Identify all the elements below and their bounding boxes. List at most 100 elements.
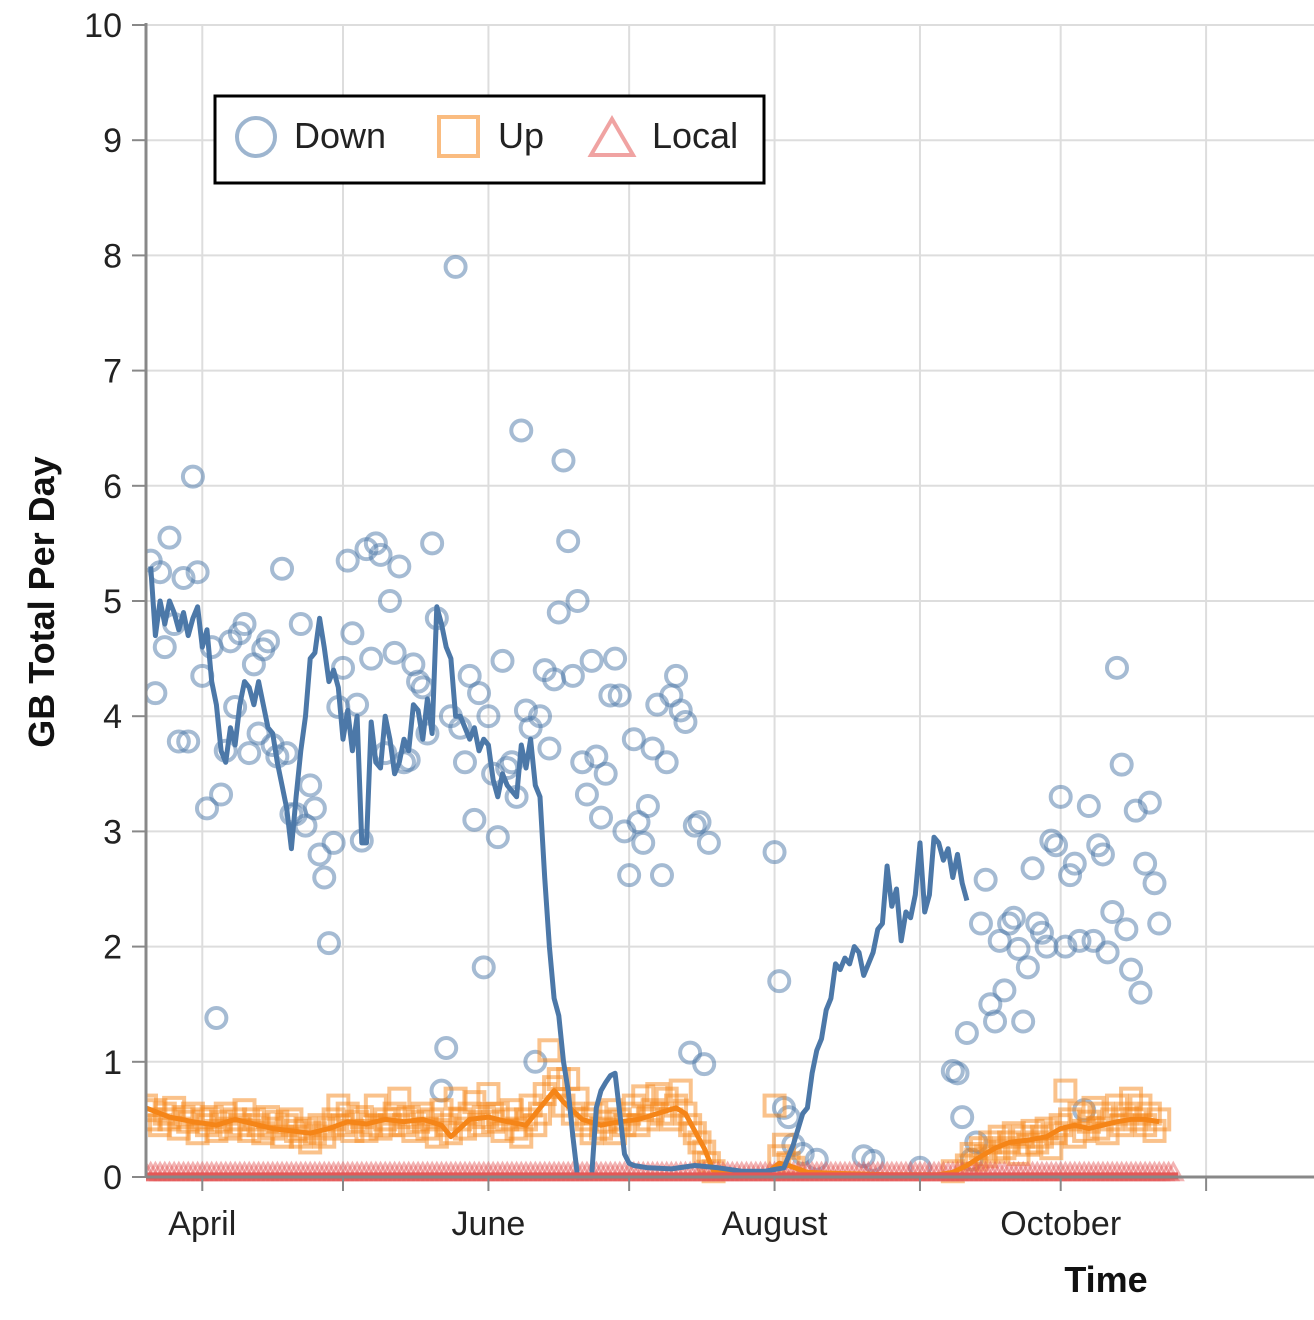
local-point <box>307 1160 332 1182</box>
local-point <box>364 1160 388 1182</box>
local-point <box>556 1160 580 1182</box>
local-point <box>486 1160 510 1182</box>
local-point <box>1030 1160 1054 1182</box>
down-point <box>1067 928 1092 953</box>
up-point <box>1053 1078 1078 1103</box>
down-point <box>804 1147 829 1172</box>
local-point <box>279 1160 303 1182</box>
local-point <box>1124 1160 1148 1182</box>
local-point <box>171 1160 196 1182</box>
down-point <box>1048 784 1073 809</box>
down-point <box>537 736 562 761</box>
local-point <box>626 1160 651 1182</box>
down-point <box>973 867 998 892</box>
local-point <box>542 1160 566 1182</box>
down-point <box>767 969 792 994</box>
down-point <box>204 1006 229 1031</box>
down-point <box>678 1040 703 1065</box>
local-point <box>284 1160 308 1182</box>
local-point <box>988 1160 1012 1182</box>
down-point <box>1006 936 1031 961</box>
local-point <box>1100 1160 1124 1182</box>
local-point <box>146 1160 167 1182</box>
down-point <box>1058 863 1083 888</box>
down-point <box>1081 928 1106 953</box>
local-point <box>612 1160 637 1182</box>
down-point <box>316 931 341 956</box>
down-point <box>157 525 182 550</box>
down-point <box>1114 917 1139 942</box>
down-point <box>485 825 510 850</box>
local-point <box>359 1160 383 1182</box>
local-point <box>866 1160 890 1182</box>
local-point <box>368 1160 393 1182</box>
local-point <box>664 1160 688 1182</box>
local-point <box>889 1160 913 1182</box>
y-tick-label: 1 <box>103 1044 122 1082</box>
plot-area <box>146 254 1185 1184</box>
local-point <box>162 1160 186 1182</box>
local-point <box>884 1160 909 1182</box>
local-point <box>434 1160 458 1182</box>
down-point <box>1142 871 1167 896</box>
local-point <box>354 1160 379 1182</box>
local-point <box>415 1160 440 1182</box>
local-point <box>500 1160 524 1182</box>
down-point <box>340 621 365 646</box>
down-point <box>664 663 689 688</box>
down-point <box>992 978 1017 1003</box>
local-point <box>861 1160 885 1182</box>
local-point <box>397 1160 421 1182</box>
local-point <box>411 1160 435 1182</box>
local-point <box>509 1160 533 1182</box>
local-point <box>345 1160 369 1182</box>
local-point <box>429 1160 454 1182</box>
local-point <box>378 1160 402 1182</box>
down-point <box>1109 752 1134 777</box>
down-point <box>1062 851 1087 876</box>
down-point <box>288 612 313 637</box>
up-point <box>940 1159 965 1184</box>
x-tick-label: April <box>168 1205 236 1243</box>
down-point <box>434 1035 459 1060</box>
local-point <box>1157 1160 1181 1182</box>
local-point <box>655 1160 679 1182</box>
local-point <box>1058 1160 1082 1182</box>
local-point <box>1016 1160 1040 1182</box>
down-point <box>631 830 656 855</box>
down-point <box>476 704 501 729</box>
down-point <box>570 750 595 775</box>
local-point <box>270 1160 294 1182</box>
down-point <box>589 805 614 830</box>
local-point <box>1119 1160 1143 1182</box>
down-point <box>574 782 599 807</box>
local-point <box>913 1160 937 1182</box>
down-point <box>1128 980 1153 1005</box>
x-tick-label: June <box>452 1205 526 1243</box>
local-point <box>1039 1160 1063 1182</box>
down-point <box>1029 920 1054 945</box>
local-point <box>1091 1160 1115 1182</box>
local-point <box>289 1160 313 1182</box>
local-point <box>303 1160 327 1182</box>
local-point <box>533 1160 557 1182</box>
local-point <box>157 1160 182 1182</box>
down-point <box>692 1052 717 1077</box>
up-point <box>762 1093 787 1118</box>
down-point <box>1119 957 1144 982</box>
local-point <box>608 1160 632 1182</box>
down-point <box>603 646 628 671</box>
local-point <box>650 1160 674 1182</box>
local-point <box>322 1160 346 1182</box>
down-point <box>185 560 210 585</box>
series-down-points <box>146 254 1172 1180</box>
local-point <box>1044 1160 1068 1182</box>
local-point <box>580 1160 604 1182</box>
local-point <box>1035 1160 1059 1182</box>
down-point <box>1044 833 1069 858</box>
down-point <box>462 807 487 832</box>
local-point <box>964 1160 988 1182</box>
down-point <box>1020 856 1045 881</box>
down-point <box>410 675 435 700</box>
legend-square-icon <box>437 115 480 158</box>
